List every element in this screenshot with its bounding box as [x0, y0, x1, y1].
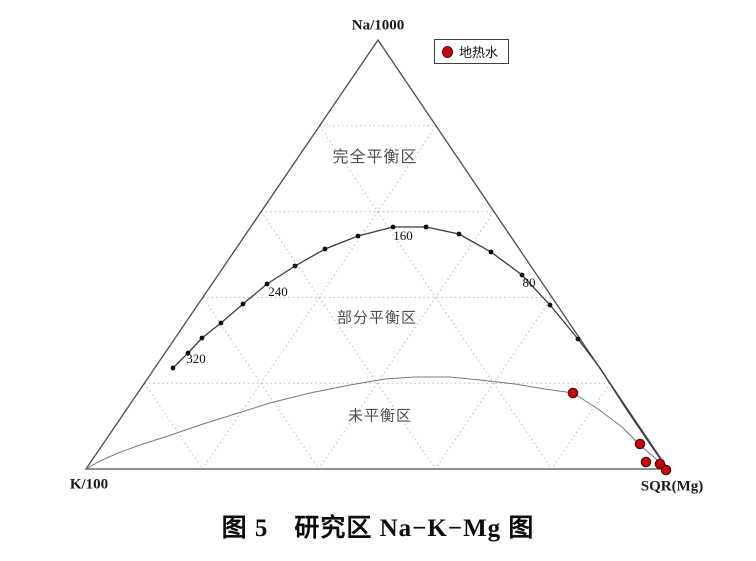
data-point-geothermal-water: [660, 464, 672, 476]
ternary-gridline: [202, 297, 320, 470]
equilibrium-curve-dot: [547, 302, 553, 308]
legend-label: 地热水: [459, 45, 499, 60]
temperature-label: 160: [393, 228, 413, 243]
equilibrium-curve-dot: [456, 231, 462, 237]
equilibrium-curve-dot: [199, 335, 205, 341]
equilibrium-curve-dot: [519, 272, 525, 278]
figure-caption: 图 5 研究区 Na−K−Mg 图: [221, 515, 535, 542]
equilibrium-curve-dot: [240, 301, 246, 307]
geothermal-water-marker-icon: [442, 45, 453, 58]
equilibrium-curve-dot: [170, 365, 176, 371]
triangle-frame: [84, 38, 670, 470]
temperature-label: 80: [523, 275, 536, 290]
equilibrium-curve: [172, 226, 667, 468]
ternary-gridline: [551, 382, 611, 470]
equilibrium-curve-dot: [292, 263, 298, 269]
zone-label-immature-waters: 未平衡区: [347, 408, 413, 425]
data-point-geothermal-water: [640, 456, 652, 468]
axis-label-sqrmg: SQR(Mg): [640, 478, 704, 495]
axis-label-na1000: Na/1000: [351, 17, 405, 34]
data-point-geothermal-water: [634, 438, 646, 450]
equilibrium-curve-dot: [218, 320, 224, 326]
zone-label-full-equilibrium: 完全平衡区: [332, 149, 418, 166]
equilibrium-curve-dot: [390, 224, 396, 230]
ternary-gridline: [260, 211, 436, 470]
axis-label-k100: K/100: [69, 476, 109, 493]
equilibrium-curve-dot: [264, 281, 270, 287]
equilibrium-curve-dot: [322, 246, 328, 252]
boundary-curve: [85, 376, 669, 470]
equilibrium-curve-dot: [423, 224, 429, 230]
ternary-gridline: [434, 297, 553, 470]
temperature-label: 320: [186, 351, 206, 366]
ternary-gridline: [143, 382, 203, 470]
legend: 地热水: [434, 39, 509, 64]
temperature-label: 240: [268, 284, 288, 299]
ternary-gridline: [318, 211, 495, 470]
equilibrium-curve-dot: [575, 336, 581, 342]
equilibrium-curve-dot: [488, 249, 494, 255]
equilibrium-curve-dot: [355, 233, 361, 239]
zone-label-partial-equilibrium: 部分平衡区: [336, 310, 418, 327]
data-point-geothermal-water: [567, 387, 579, 399]
equilibrium-curve-dot: [185, 350, 191, 356]
